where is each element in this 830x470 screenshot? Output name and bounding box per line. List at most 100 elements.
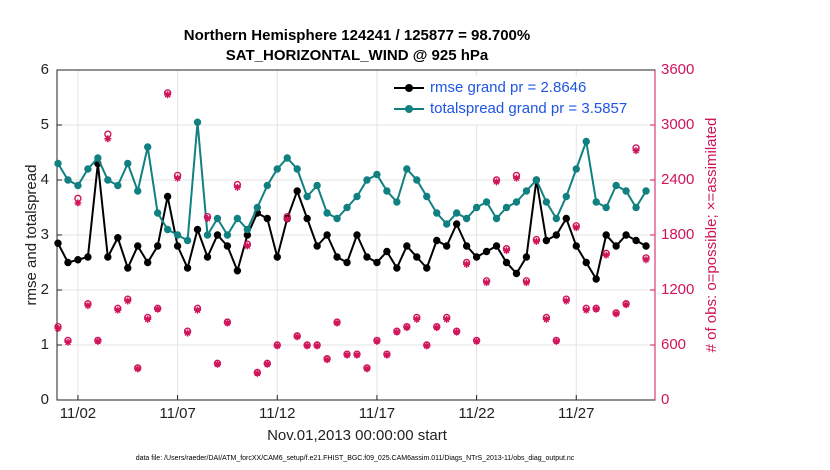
point-marker bbox=[612, 242, 620, 250]
point-marker bbox=[592, 198, 600, 206]
point-marker bbox=[562, 214, 570, 223]
point-marker bbox=[134, 187, 142, 195]
point-marker bbox=[413, 253, 421, 261]
point-marker bbox=[153, 242, 162, 250]
point-marker bbox=[482, 247, 491, 256]
point-marker bbox=[452, 220, 461, 228]
assimilated-marker bbox=[473, 337, 481, 345]
point-marker bbox=[442, 242, 451, 250]
point-marker bbox=[143, 258, 152, 267]
point-marker bbox=[572, 165, 580, 173]
point-marker bbox=[94, 154, 102, 162]
y2-tick-label: 2400 bbox=[661, 171, 694, 188]
x-tick-label: 11/22 bbox=[458, 405, 494, 422]
chart-subtitle: SAT_HORIZONTAL_WIND @ 925 hPa bbox=[226, 47, 489, 64]
assimilated-marker bbox=[104, 135, 112, 143]
point-marker bbox=[403, 242, 411, 250]
x-tick-label: 11/17 bbox=[359, 405, 395, 422]
chart-title: Northern Hemisphere 124241 / 125877 = 98… bbox=[184, 27, 530, 44]
assimilated-marker bbox=[343, 351, 351, 359]
assimilated-marker bbox=[164, 91, 172, 99]
assimilated-marker bbox=[283, 215, 291, 223]
point-marker bbox=[433, 236, 441, 245]
assimilated-marker bbox=[114, 306, 122, 314]
point-marker bbox=[293, 165, 301, 173]
assimilated-marker bbox=[54, 325, 62, 332]
point-marker bbox=[353, 192, 361, 201]
assimilated-marker bbox=[273, 342, 281, 350]
point-marker bbox=[452, 209, 461, 217]
y-tick-label: 1 bbox=[41, 336, 49, 353]
point-marker bbox=[472, 203, 481, 212]
y2-tick-label: 0 bbox=[661, 391, 669, 408]
point-marker bbox=[343, 258, 351, 267]
x-tick-label: 11/07 bbox=[159, 405, 195, 422]
point-marker bbox=[602, 231, 610, 239]
point-marker bbox=[572, 242, 580, 250]
assimilated-marker bbox=[602, 251, 610, 259]
point-marker bbox=[303, 192, 311, 201]
assimilated-marker bbox=[154, 305, 162, 313]
assimilated-marker bbox=[313, 342, 321, 350]
point-marker bbox=[502, 258, 511, 267]
legend-marker bbox=[405, 105, 413, 113]
point-marker bbox=[592, 275, 600, 283]
point-marker bbox=[333, 253, 341, 261]
point-marker bbox=[373, 258, 381, 267]
point-marker bbox=[333, 214, 341, 223]
assimilated-marker bbox=[223, 319, 231, 327]
point-marker bbox=[323, 209, 331, 217]
point-marker bbox=[632, 203, 640, 212]
assimilated-marker bbox=[592, 305, 600, 313]
point-marker bbox=[253, 203, 262, 212]
point-marker bbox=[54, 159, 62, 168]
assimilated-marker bbox=[453, 328, 461, 336]
point-marker bbox=[273, 253, 281, 261]
point-marker bbox=[612, 181, 620, 190]
assimilated-marker bbox=[463, 260, 471, 268]
point-marker bbox=[223, 242, 232, 250]
point-marker bbox=[153, 209, 162, 217]
assimilated-marker bbox=[612, 310, 620, 318]
point-marker bbox=[562, 192, 570, 201]
point-marker bbox=[393, 198, 401, 206]
assimilated-marker bbox=[393, 328, 401, 336]
point-marker bbox=[143, 143, 152, 151]
assimilated-marker bbox=[353, 351, 361, 359]
point-marker bbox=[193, 225, 202, 234]
assimilated-marker bbox=[622, 301, 630, 309]
y2-tick-label: 3600 bbox=[661, 61, 694, 78]
assimilated-marker bbox=[184, 329, 192, 337]
point-marker bbox=[193, 118, 202, 126]
assimilated-marker bbox=[243, 242, 251, 250]
point-marker bbox=[492, 214, 501, 223]
assimilated-marker bbox=[582, 306, 590, 314]
y2-axis-label: # of obs: o=possible; ×=assimilated bbox=[703, 118, 720, 353]
point-marker bbox=[263, 181, 271, 190]
point-marker bbox=[472, 253, 481, 261]
point-marker bbox=[203, 253, 212, 261]
point-marker bbox=[84, 253, 92, 261]
point-marker bbox=[413, 176, 421, 184]
point-marker bbox=[462, 242, 471, 250]
point-marker bbox=[512, 198, 521, 206]
point-marker bbox=[283, 154, 291, 162]
assimilated-marker bbox=[263, 360, 271, 368]
point-marker bbox=[522, 187, 531, 195]
assimilated-marker bbox=[403, 324, 411, 332]
point-marker bbox=[134, 242, 142, 250]
point-marker bbox=[542, 198, 551, 206]
point-marker bbox=[403, 165, 411, 173]
assimilated-marker bbox=[134, 365, 142, 373]
assimilated-marker bbox=[632, 147, 640, 155]
point-marker bbox=[114, 181, 122, 190]
assimilated-marker bbox=[363, 365, 371, 373]
y-tick-label: 3 bbox=[41, 226, 49, 243]
y2-tick-label: 600 bbox=[661, 336, 686, 353]
point-marker bbox=[114, 234, 122, 242]
point-marker bbox=[552, 231, 561, 239]
point-marker bbox=[502, 203, 511, 212]
assimilated-marker bbox=[483, 279, 491, 287]
point-marker bbox=[313, 181, 321, 190]
point-marker bbox=[104, 253, 112, 261]
